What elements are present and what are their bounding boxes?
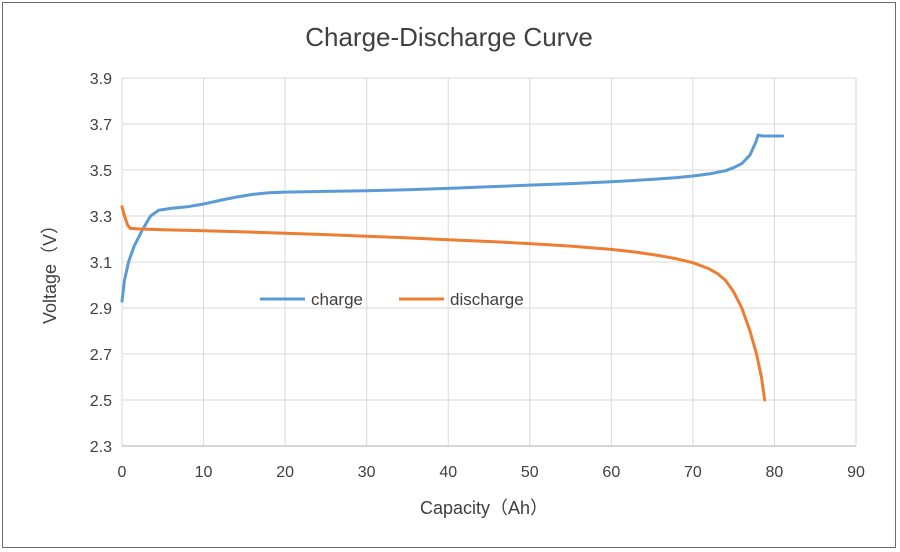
chart-title: Charge-Discharge Curve xyxy=(305,22,593,52)
y-tick-label: 3.9 xyxy=(90,71,112,88)
x-tick-label: 0 xyxy=(118,464,127,481)
legend: charge discharge xyxy=(260,290,524,309)
x-tick-label: 50 xyxy=(521,464,539,481)
y-tick-label: 3.3 xyxy=(90,209,112,226)
y-tick-label: 3.5 xyxy=(90,163,112,180)
y-axis-label: Voltage（V） xyxy=(40,216,60,324)
x-tick-label: 70 xyxy=(684,464,702,481)
charge-series-line xyxy=(120,133,785,303)
y-tick-label: 2.5 xyxy=(90,393,112,410)
discharge-series-line xyxy=(120,205,767,402)
x-tick-label: 80 xyxy=(766,464,784,481)
y-tick-label: 3.7 xyxy=(90,117,112,134)
y-tick-label: 2.9 xyxy=(90,301,112,318)
x-tick-labels: 0 10 20 30 40 50 60 70 80 90 xyxy=(118,464,865,481)
x-tick-label: 10 xyxy=(195,464,213,481)
x-axis-label: Capacity（Ah） xyxy=(420,498,548,518)
gridlines xyxy=(121,77,857,447)
discharge-legend-label: discharge xyxy=(450,290,524,309)
y-tick-label: 3.1 xyxy=(90,255,112,272)
y-tick-label: 2.7 xyxy=(90,347,112,364)
x-tick-label: 20 xyxy=(276,464,294,481)
x-tick-label: 40 xyxy=(439,464,457,481)
x-tick-label: 90 xyxy=(847,464,865,481)
x-tick-label: 30 xyxy=(358,464,376,481)
series-lines xyxy=(120,133,785,402)
y-tick-labels: 2.3 2.5 2.7 2.9 3.1 3.3 3.5 3.7 3.9 xyxy=(90,71,112,456)
x-tick-label: 60 xyxy=(602,464,620,481)
y-tick-label: 2.3 xyxy=(90,439,112,456)
charge-legend-label: charge xyxy=(311,290,363,309)
